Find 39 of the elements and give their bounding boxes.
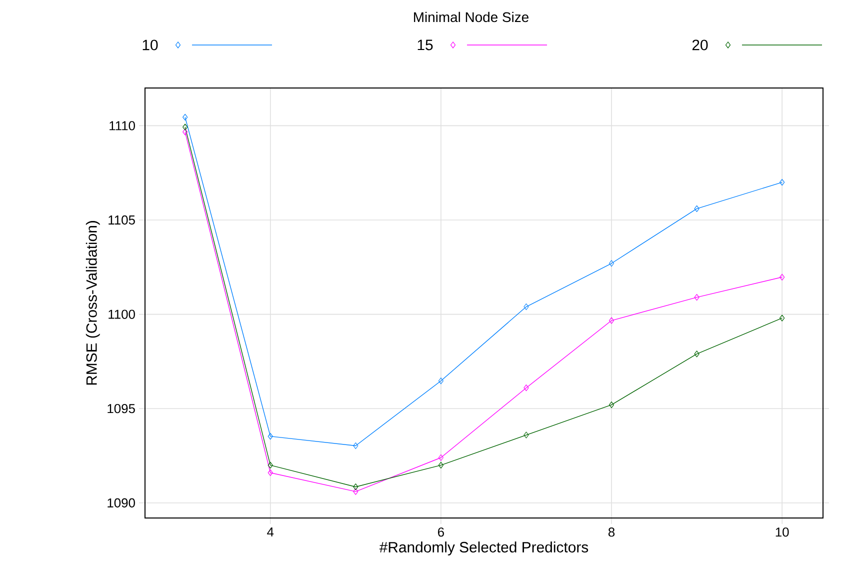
point: [780, 178, 785, 186]
point: [694, 350, 700, 358]
point: [524, 384, 529, 392]
point: [438, 462, 444, 468]
point: [353, 442, 358, 450]
point: [268, 433, 273, 440]
y-tick-label: 1100: [108, 310, 135, 319]
point: [608, 317, 614, 324]
point: [182, 124, 188, 130]
y-tick-label: 1110: [110, 121, 135, 130]
point: [524, 303, 529, 310]
point: [608, 260, 614, 267]
point: [524, 432, 529, 438]
y-axis-title: RMSE (Cross-Validation): [86, 221, 100, 385]
point: [268, 462, 273, 468]
legend-label: 20: [692, 40, 708, 50]
point: [268, 469, 273, 476]
x-tick-label: 8: [608, 528, 615, 537]
legend-label: 15: [418, 40, 433, 50]
x-axis-title: #Randomly Selected Predictors: [379, 542, 588, 556]
x-tick-label: 10: [776, 528, 789, 537]
legend-label: 10: [142, 40, 158, 50]
point: [608, 402, 614, 408]
legend-title: Minimal Node Size: [414, 12, 528, 22]
point: [694, 205, 700, 212]
point: [353, 488, 358, 495]
point: [182, 114, 188, 121]
point: [694, 294, 700, 301]
point: [353, 484, 358, 490]
point: [780, 314, 785, 322]
point: [182, 128, 188, 136]
y-tick-label: 1105: [108, 215, 135, 225]
y-tick-label: 1090: [108, 498, 135, 508]
x-tick-label: 4: [267, 528, 274, 536]
point: [438, 378, 444, 384]
x-tick-label: 6: [438, 528, 444, 537]
y-tick-label: 1095: [108, 404, 135, 414]
point: [438, 454, 444, 461]
point: [780, 274, 785, 280]
